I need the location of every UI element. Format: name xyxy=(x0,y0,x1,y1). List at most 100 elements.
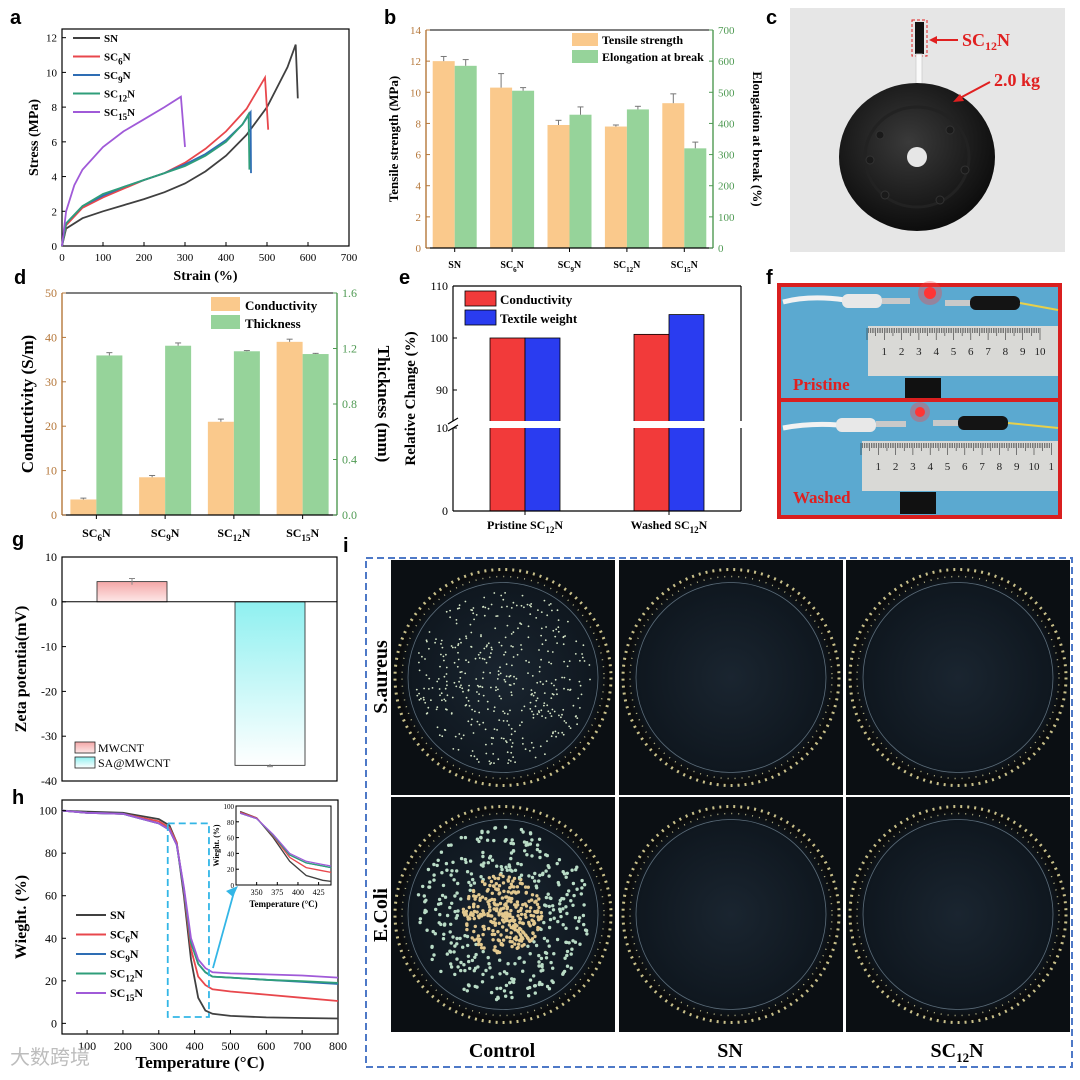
colony xyxy=(524,915,528,919)
colony xyxy=(458,638,461,641)
colony xyxy=(463,857,467,862)
colony xyxy=(476,684,479,687)
colony xyxy=(450,645,453,647)
colony xyxy=(434,907,438,912)
colony xyxy=(577,697,580,700)
colony xyxy=(578,680,581,683)
colony xyxy=(418,661,420,664)
colony xyxy=(505,935,509,939)
colony xyxy=(506,720,509,722)
colony xyxy=(583,928,588,932)
colony xyxy=(532,940,536,944)
colony xyxy=(500,896,505,900)
led-lit-washed xyxy=(915,407,925,417)
panel-letter-g: g xyxy=(12,529,24,551)
legend-swatch xyxy=(74,756,96,769)
colony xyxy=(545,626,547,628)
panel-e-relative-change-chart: Pristine SC12N Washed SC12N 0 10 90 100 110 Rel… xyxy=(403,279,747,535)
colony xyxy=(503,653,505,656)
colony xyxy=(555,861,559,866)
colony xyxy=(561,971,566,975)
colony xyxy=(457,748,460,751)
ruler-number: 9 xyxy=(1020,346,1026,358)
colony xyxy=(470,958,475,963)
inset-line-SC6N xyxy=(239,811,332,874)
y-axis-title: Stress (MPa) xyxy=(27,99,42,176)
colony xyxy=(527,994,531,998)
ruler-number: 3 xyxy=(916,346,922,358)
colony xyxy=(421,655,423,658)
colony xyxy=(517,875,522,880)
colony xyxy=(452,950,456,954)
colony xyxy=(507,863,511,867)
colony xyxy=(518,908,523,913)
colony xyxy=(473,924,477,929)
colony xyxy=(425,674,428,676)
colony xyxy=(493,762,495,764)
colony xyxy=(533,991,537,995)
colony xyxy=(461,910,466,914)
colony xyxy=(428,880,432,884)
colony xyxy=(527,636,530,639)
colony xyxy=(509,925,513,930)
colony xyxy=(556,642,558,644)
colony xyxy=(529,604,531,607)
y2-tick-label: 0.0 xyxy=(342,508,357,522)
colony xyxy=(521,903,525,907)
colony xyxy=(544,717,547,719)
y-tick-label: 12 xyxy=(46,33,57,45)
colony xyxy=(445,913,450,918)
colony xyxy=(535,894,539,898)
colony xyxy=(480,634,482,636)
colony xyxy=(509,900,513,904)
colony xyxy=(488,905,492,909)
ruler xyxy=(868,326,1058,376)
ruler-number: 6 xyxy=(968,346,974,358)
colony xyxy=(548,661,550,664)
colony xyxy=(533,934,537,939)
bar-thickness xyxy=(233,351,260,515)
colony xyxy=(585,932,589,936)
x-tick-label: 200 xyxy=(136,252,153,264)
colony xyxy=(496,678,499,680)
colony xyxy=(580,878,584,883)
colony xyxy=(578,942,582,946)
colony xyxy=(504,592,506,594)
legend-label-SN: SN xyxy=(104,33,118,45)
colony xyxy=(434,641,436,644)
colony xyxy=(563,660,565,663)
colony xyxy=(539,956,544,961)
colony xyxy=(418,692,420,695)
colony xyxy=(469,872,474,876)
colony xyxy=(459,856,464,861)
colony xyxy=(516,890,521,894)
colony xyxy=(550,662,553,665)
y-axis-title: Tensile strength (MPa) xyxy=(386,76,401,202)
colony xyxy=(454,646,457,649)
colony xyxy=(463,968,467,973)
colony xyxy=(569,899,573,903)
colony xyxy=(551,651,554,653)
colony xyxy=(506,751,509,754)
colony xyxy=(455,869,459,873)
colony xyxy=(478,898,482,902)
colony xyxy=(487,642,490,645)
colony xyxy=(541,643,544,646)
colony xyxy=(418,652,420,654)
y-axis-title: Conductivity (S/m) xyxy=(18,335,37,473)
weight-inner-ring xyxy=(863,105,971,209)
legend-swatch xyxy=(74,741,96,754)
dish-rim-inner xyxy=(856,575,1060,780)
colony xyxy=(510,944,514,949)
bar-elongation xyxy=(626,109,649,249)
colony xyxy=(516,653,519,656)
colony xyxy=(532,694,535,697)
series-line-SC9N xyxy=(61,109,252,247)
colony xyxy=(516,914,520,918)
inset-x-tick-label: 350 xyxy=(251,888,263,897)
colony xyxy=(534,910,538,914)
colony xyxy=(510,694,513,696)
colony xyxy=(481,972,485,977)
colony xyxy=(465,704,468,706)
